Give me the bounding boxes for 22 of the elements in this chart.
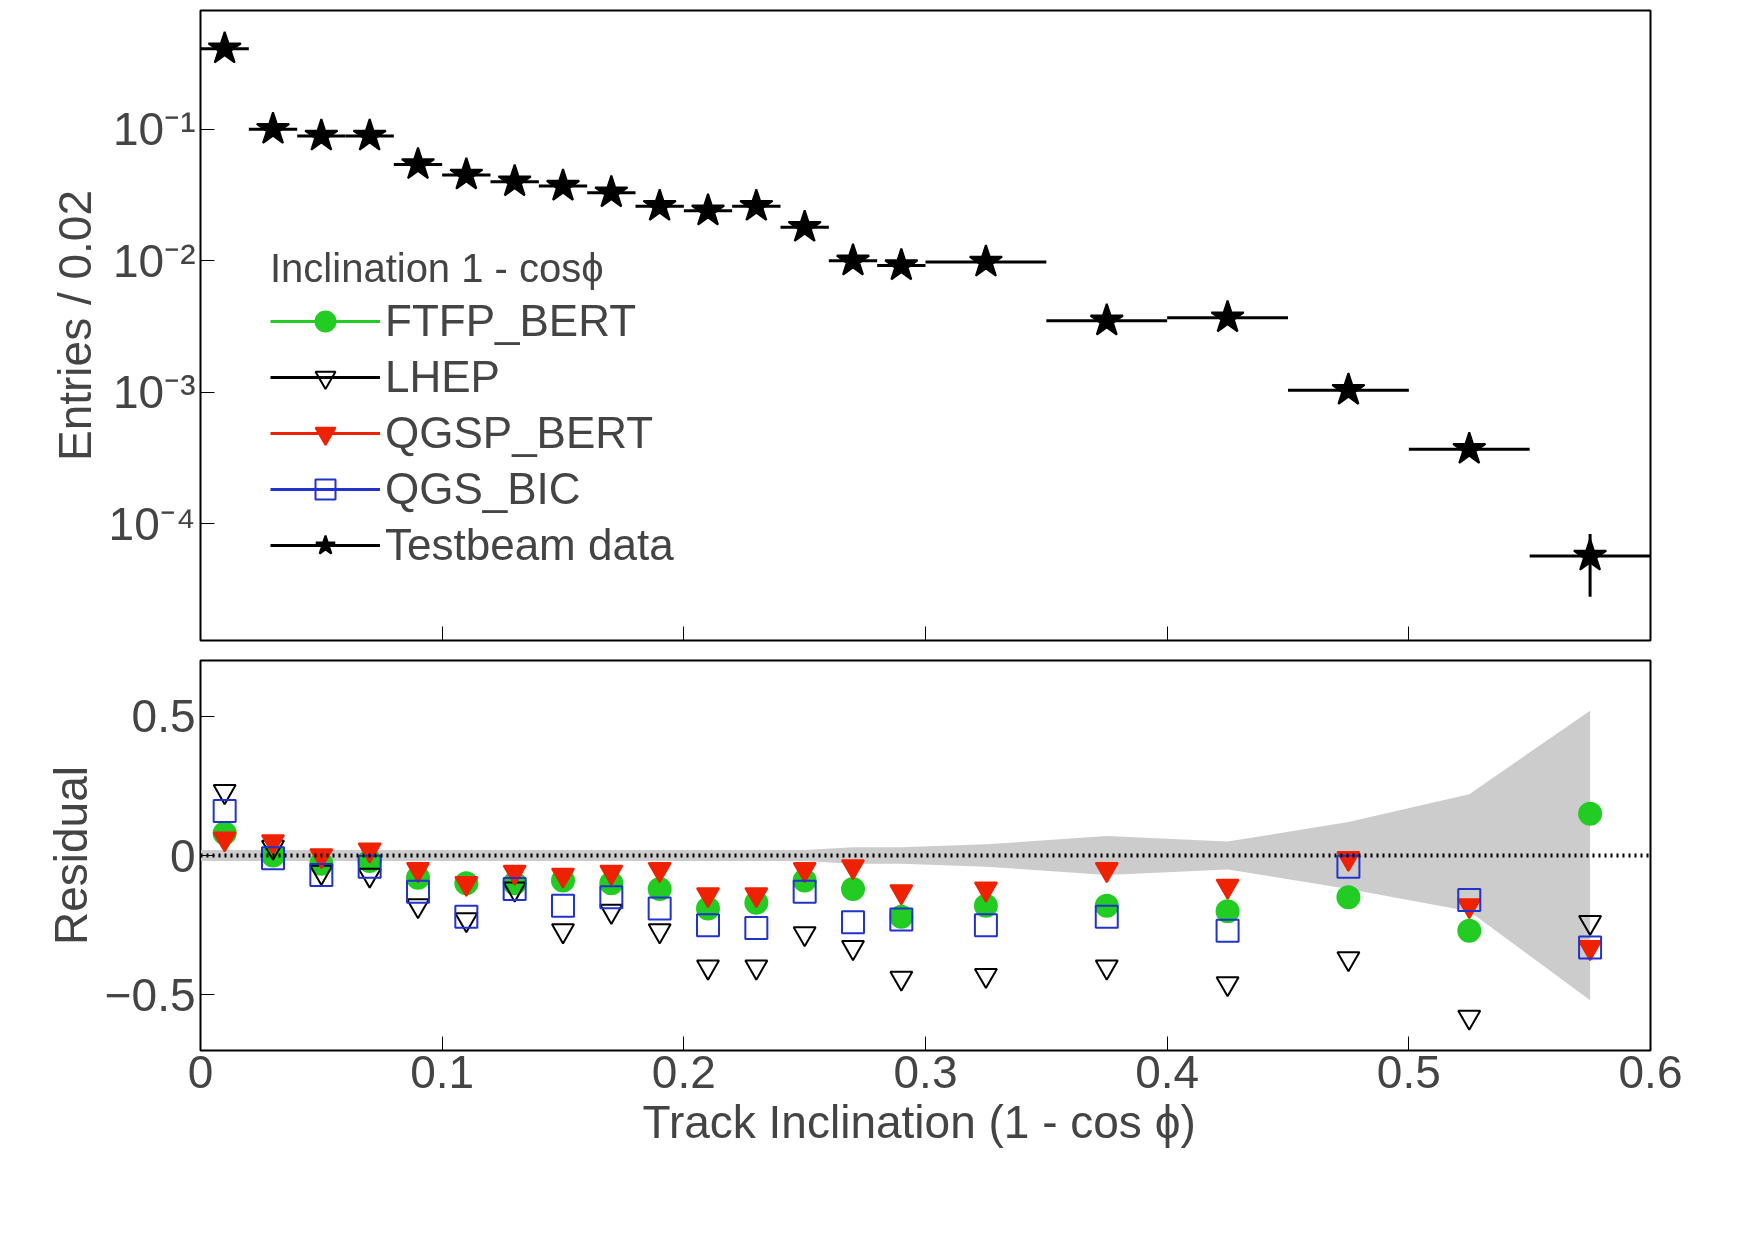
x-tick-label: 0.4 xyxy=(1135,1045,1200,1098)
legend-label: QGSP_BERT xyxy=(385,408,654,458)
y-tick-label: 0 xyxy=(169,829,196,882)
y-axis-title: Residual xyxy=(44,766,97,945)
legend-label: LHEP xyxy=(385,352,500,402)
x-tick-label: 0.3 xyxy=(893,1045,958,1098)
y-axis-title: Entries / 0.02 xyxy=(48,189,101,462)
x-tick-label: 0.5 xyxy=(1376,1045,1441,1098)
legend-title: Inclination 1 - cosϕ xyxy=(270,246,605,291)
y-tick-label: 0.5 xyxy=(131,690,196,743)
y-tick-label: −0.5 xyxy=(104,968,196,1021)
y-tick-label: 10⁻⁴ xyxy=(108,497,196,550)
legend-label: QGS_BIC xyxy=(385,464,581,514)
y-tick-label: 10⁻² xyxy=(113,234,196,287)
legend-label: FTFP_BERT xyxy=(385,296,637,346)
y-tick-label: 10⁻³ xyxy=(113,366,196,419)
x-tick-label: 0.2 xyxy=(651,1045,716,1098)
x-axis-title: Track Inclination (1 - cos ϕ) xyxy=(642,1095,1196,1148)
legend-label: Testbeam data xyxy=(385,520,674,570)
y-tick-label: 10⁻¹ xyxy=(113,103,196,156)
x-tick-label: 0.6 xyxy=(1618,1045,1683,1098)
x-tick-label: 0.1 xyxy=(410,1045,475,1098)
